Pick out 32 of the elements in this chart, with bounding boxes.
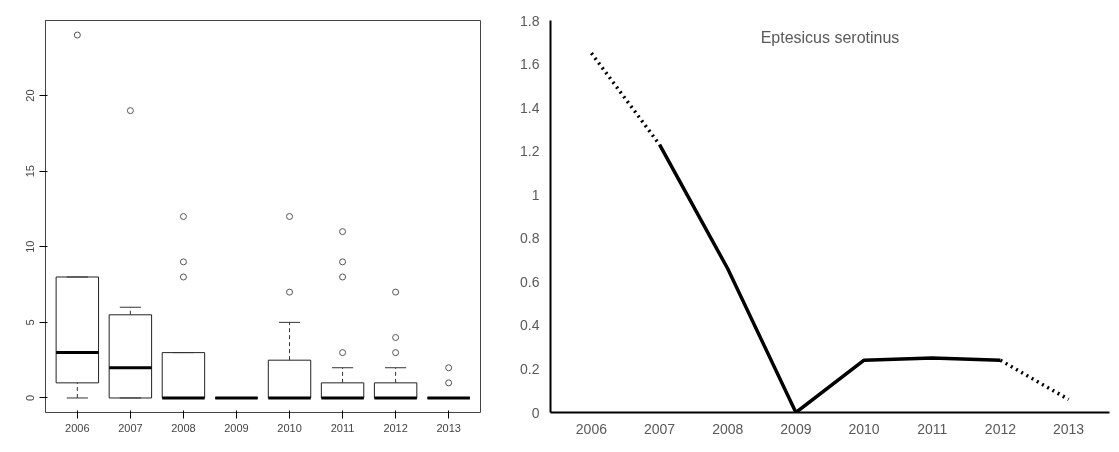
x-tick-label: 2006 xyxy=(65,421,90,434)
x-tick-label: 2011 xyxy=(330,421,355,434)
x-tick-label: 2009 xyxy=(224,421,249,434)
x-tick-label: 2010 xyxy=(848,420,880,437)
y-tick-label: 5 xyxy=(24,319,37,326)
y-tick-label: 10 xyxy=(24,240,37,253)
x-tick-label: 2010 xyxy=(277,421,302,434)
x-tick-label: 2007 xyxy=(118,421,143,434)
x-tick-label: 2013 xyxy=(1053,420,1085,437)
y-tick-label: 15 xyxy=(24,165,37,178)
x-tick-label: 2007 xyxy=(644,420,676,437)
y-tick-label: 0.2 xyxy=(520,360,540,377)
x-tick-label: 2012 xyxy=(383,421,408,434)
x-tick-label: 2011 xyxy=(917,420,948,437)
y-tick-label: 0.8 xyxy=(520,230,540,247)
y-tick-label: 0.4 xyxy=(520,317,540,334)
y-tick-label: 1 xyxy=(531,186,540,203)
x-tick-label: 2013 xyxy=(436,421,461,434)
x-tick-label: 2012 xyxy=(984,420,1017,437)
y-tick-label: 0 xyxy=(24,394,37,402)
y-tick-label: 1.8 xyxy=(520,12,540,29)
x-tick-label: 2009 xyxy=(780,420,812,437)
y-tick-label: 0 xyxy=(531,404,540,421)
y-tick-label: 0.6 xyxy=(520,273,540,290)
y-tick-label: 1.2 xyxy=(520,143,540,160)
y-tick-label: 1.6 xyxy=(520,56,540,73)
x-tick-label: 2006 xyxy=(575,420,608,437)
text: Eptesicus serotinus xyxy=(760,28,900,46)
y-tick-label: 20 xyxy=(24,89,37,102)
x-tick-label: 2008 xyxy=(712,420,744,437)
y-tick-label: 1.4 xyxy=(520,99,540,116)
x-tick-label: 2008 xyxy=(171,421,196,434)
